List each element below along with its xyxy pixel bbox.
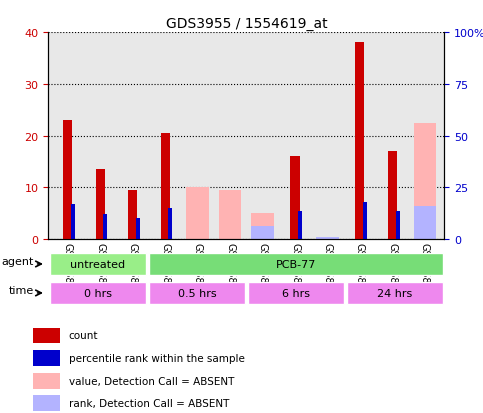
Text: untreated: untreated	[70, 259, 126, 269]
Bar	[388, 152, 397, 240]
Bar	[33, 373, 60, 389]
Text: percentile rank within the sample: percentile rank within the sample	[69, 354, 244, 363]
Bar	[33, 395, 60, 411]
Bar	[71, 204, 75, 240]
Text: rank, Detection Call = ABSENT: rank, Detection Call = ABSENT	[69, 398, 229, 408]
Bar	[363, 202, 367, 240]
Text: PCB-77: PCB-77	[276, 259, 316, 269]
Bar	[219, 190, 242, 240]
Bar	[161, 134, 170, 240]
Text: time: time	[9, 286, 34, 296]
FancyBboxPatch shape	[248, 282, 344, 304]
Bar	[251, 214, 274, 240]
Bar	[33, 351, 60, 366]
Text: 0.5 hrs: 0.5 hrs	[178, 288, 216, 298]
Bar	[396, 211, 399, 240]
Bar	[413, 123, 436, 240]
Text: 6 hrs: 6 hrs	[282, 288, 310, 298]
Text: 0 hrs: 0 hrs	[84, 288, 112, 298]
Bar	[316, 237, 339, 240]
Bar	[251, 226, 274, 240]
Bar	[186, 188, 209, 240]
Bar	[355, 43, 365, 240]
Text: count: count	[69, 331, 98, 341]
Bar	[128, 190, 137, 240]
Title: GDS3955 / 1554619_at: GDS3955 / 1554619_at	[166, 17, 327, 31]
FancyBboxPatch shape	[50, 282, 146, 304]
Bar	[103, 215, 107, 240]
Bar	[33, 328, 60, 344]
FancyBboxPatch shape	[149, 253, 443, 275]
Text: agent: agent	[1, 257, 34, 267]
Bar	[136, 219, 140, 240]
FancyBboxPatch shape	[149, 282, 245, 304]
Bar	[63, 121, 72, 240]
Bar	[168, 209, 172, 240]
FancyBboxPatch shape	[347, 282, 443, 304]
Bar	[298, 211, 302, 240]
Text: value, Detection Call = ABSENT: value, Detection Call = ABSENT	[69, 376, 234, 386]
Bar	[96, 170, 105, 240]
Bar	[290, 157, 299, 240]
Text: 24 hrs: 24 hrs	[377, 288, 412, 298]
Bar	[413, 206, 436, 240]
FancyBboxPatch shape	[50, 253, 146, 275]
